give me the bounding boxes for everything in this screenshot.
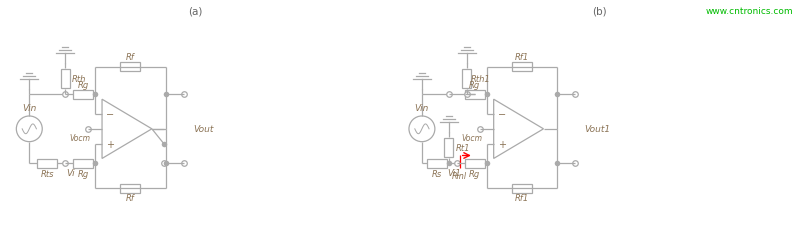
Text: Rf: Rf	[126, 53, 135, 62]
Text: Vout: Vout	[194, 125, 214, 134]
Text: Vin: Vin	[414, 103, 429, 112]
Text: Vi: Vi	[66, 168, 74, 177]
Text: (b): (b)	[592, 6, 606, 16]
Bar	[121, 63, 141, 72]
Text: Vocm: Vocm	[70, 134, 90, 143]
Text: Rg: Rg	[78, 81, 89, 90]
Text: Rth1: Rth1	[471, 75, 490, 84]
Bar	[465, 159, 485, 168]
Text: www.cntronics.com: www.cntronics.com	[706, 7, 794, 16]
Bar	[121, 184, 141, 193]
Bar	[444, 138, 454, 158]
Text: Rg: Rg	[469, 169, 480, 178]
Text: (a): (a)	[189, 6, 203, 16]
Text: Rts: Rts	[41, 169, 54, 178]
Text: Rt1: Rt1	[455, 143, 470, 153]
Text: Rg: Rg	[78, 169, 89, 178]
Bar	[512, 63, 532, 72]
Text: Rf: Rf	[126, 194, 135, 203]
Bar	[61, 69, 70, 89]
Text: Vout1: Vout1	[584, 125, 610, 134]
Polygon shape	[494, 100, 543, 159]
Bar	[462, 69, 471, 89]
Bar	[73, 90, 93, 99]
Bar	[73, 159, 93, 168]
Text: Rth: Rth	[72, 75, 86, 84]
Polygon shape	[102, 100, 152, 159]
Text: Rg: Rg	[469, 81, 480, 90]
Text: Vocm: Vocm	[462, 134, 482, 143]
Text: Rinl: Rinl	[452, 171, 467, 180]
Text: Rf1: Rf1	[515, 194, 529, 203]
Bar	[38, 159, 57, 168]
Bar	[465, 90, 485, 99]
Text: −: −	[498, 109, 506, 120]
Bar	[512, 184, 532, 193]
Text: Vin: Vin	[22, 103, 37, 112]
Text: Rs: Rs	[432, 169, 442, 178]
Text: Vi1: Vi1	[447, 168, 461, 177]
Text: Rf1: Rf1	[515, 53, 529, 62]
Text: +: +	[498, 139, 506, 149]
Text: −: −	[106, 109, 114, 120]
Bar	[427, 159, 447, 168]
Text: +: +	[106, 139, 114, 149]
